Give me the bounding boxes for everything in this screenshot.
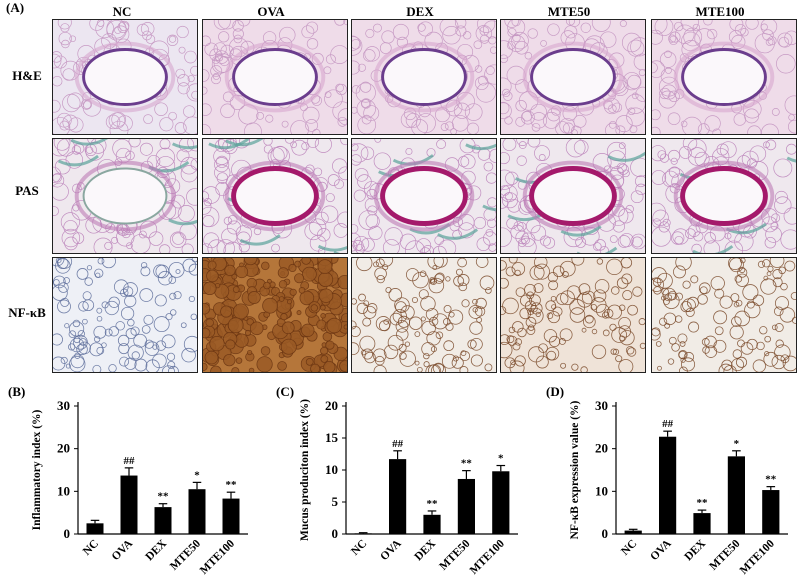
chart-nfkb-expression: (D) NF-κB expression value (%) 0 10 20 30 NC ##… xyxy=(538,382,800,580)
y-axis-label-nfkb: NF-κB expression value (%) xyxy=(569,400,581,539)
x-tick-label-nc: NC xyxy=(349,538,369,558)
significance-label-dex: ** xyxy=(158,491,170,503)
chart-svg-inflammatory: (B) Inflammatory index (%) 0 10 20 30 NC ## OVA *… xyxy=(8,384,248,577)
significance-label-ova: ## xyxy=(392,438,404,450)
chart-svg-mucus: (C) Mucus produciton index (%) 0 5 10 15 20 NC #… xyxy=(276,384,518,577)
micrograph-pas-ova xyxy=(202,138,348,254)
panel-letter-nfkb: (D) xyxy=(546,384,564,399)
chart-inflammatory-index: (B) Inflammatory index (%) 0 10 20 30 NC ## OVA *… xyxy=(0,382,260,580)
y-tick-label: 10 xyxy=(57,483,70,498)
micrograph-pas-nc xyxy=(52,138,198,254)
column-header-mte50: MTE50 xyxy=(547,4,591,19)
significance-label-mte100: ** xyxy=(226,479,238,491)
y-tick-label: 0 xyxy=(64,526,71,541)
column-header-nc: NC xyxy=(112,4,132,19)
bar-nc xyxy=(354,533,372,534)
significance-label-dex: ** xyxy=(697,497,709,509)
y-tick-label: 10 xyxy=(325,462,338,477)
significance-label-ova: ## xyxy=(662,418,674,430)
significance-label-mte100: ** xyxy=(765,474,777,486)
chart-svg-nfkb: (D) NF-κB expression value (%) 0 10 20 30 NC ##… xyxy=(546,384,788,577)
panel-letter-inflammatory: (B) xyxy=(8,384,25,399)
y-tick-label: 30 xyxy=(57,398,70,413)
x-tick-label-ova: OVA xyxy=(378,537,404,563)
significance-label-mte50: ** xyxy=(461,458,473,470)
y-tick-label: 10 xyxy=(595,483,608,498)
bar-mte50 xyxy=(457,478,475,534)
y-tick-label: 15 xyxy=(325,430,339,445)
micrograph-he-mte100 xyxy=(651,19,797,135)
panel-letter-mucus: (C) xyxy=(276,384,294,399)
bar-dex xyxy=(154,507,172,534)
column-header-mte100: MTE100 xyxy=(695,4,745,19)
micrograph-he-mte50 xyxy=(500,19,646,135)
bar-dex xyxy=(423,514,441,534)
micrograph-he-ova xyxy=(202,19,348,135)
column-header-dex: DEX xyxy=(406,4,434,19)
micrograph-nfkb-dex xyxy=(351,257,497,373)
bar-mte100 xyxy=(222,498,240,534)
x-tick-label-dex: DEX xyxy=(682,537,708,563)
y-tick-label: 30 xyxy=(595,398,608,413)
micrograph-nfkb-mte100 xyxy=(651,257,797,373)
panel-a-letter: (A) xyxy=(6,0,25,15)
micrograph-nfkb-mte50 xyxy=(500,257,646,373)
row-label-nfkb: NF-κB xyxy=(8,305,46,320)
row-label-pas: PAS xyxy=(15,183,39,198)
bar-ova xyxy=(389,459,407,534)
y-tick-label: 5 xyxy=(332,494,339,509)
micrograph-he-nc xyxy=(52,19,198,135)
column-header-ova: OVA xyxy=(257,4,285,19)
x-tick-label-nc: NC xyxy=(619,538,639,558)
x-tick-label-dex: DEX xyxy=(143,537,169,563)
row-label-he: H&E xyxy=(12,68,42,83)
bar-ova xyxy=(659,436,677,534)
micrograph-pas-mte50 xyxy=(500,138,646,254)
y-tick-label: 0 xyxy=(602,526,609,541)
micrograph-he-dex xyxy=(351,19,497,135)
y-tick-label: 0 xyxy=(332,526,339,541)
significance-label-ova: ## xyxy=(124,455,136,467)
x-tick-label-ova: OVA xyxy=(110,537,136,563)
bar-mte100 xyxy=(492,471,510,534)
y-axis-label-mucus: Mucus produciton index (%) xyxy=(299,399,311,541)
bar-mte50 xyxy=(727,456,745,534)
x-tick-label-mte100: MTE100 xyxy=(468,537,507,576)
micrograph-nfkb-nc xyxy=(52,257,198,373)
bar-dex xyxy=(693,513,711,534)
x-tick-label-mte100: MTE100 xyxy=(198,537,237,576)
x-tick-label-dex: DEX xyxy=(412,537,438,563)
y-tick-label: 20 xyxy=(595,441,608,456)
x-tick-label-ova: OVA xyxy=(648,537,674,563)
significance-label-dex: ** xyxy=(427,498,439,510)
significance-label-mte50: * xyxy=(734,438,740,450)
bar-nc xyxy=(624,530,642,534)
bar-mte50 xyxy=(188,489,206,534)
y-tick-label: 20 xyxy=(57,441,70,456)
y-axis-label-inflammatory: Inflammatory index (%) xyxy=(31,409,43,530)
bar-nc xyxy=(86,523,104,534)
significance-label-mte50: * xyxy=(194,469,200,481)
x-tick-label-mte100: MTE100 xyxy=(738,537,777,576)
micrograph-pas-mte100 xyxy=(651,138,797,254)
chart-mucus-production-index: (C) Mucus produciton index (%) 0 5 10 15 20 NC #… xyxy=(268,382,530,580)
y-tick-label: 20 xyxy=(325,398,338,413)
micrograph-nfkb-ova xyxy=(202,257,348,373)
x-tick-label-nc: NC xyxy=(81,538,101,558)
bar-mte100 xyxy=(762,490,780,534)
significance-label-mte100: * xyxy=(498,453,504,465)
micrograph-pas-dex xyxy=(351,138,497,254)
bar-ova xyxy=(120,475,138,534)
